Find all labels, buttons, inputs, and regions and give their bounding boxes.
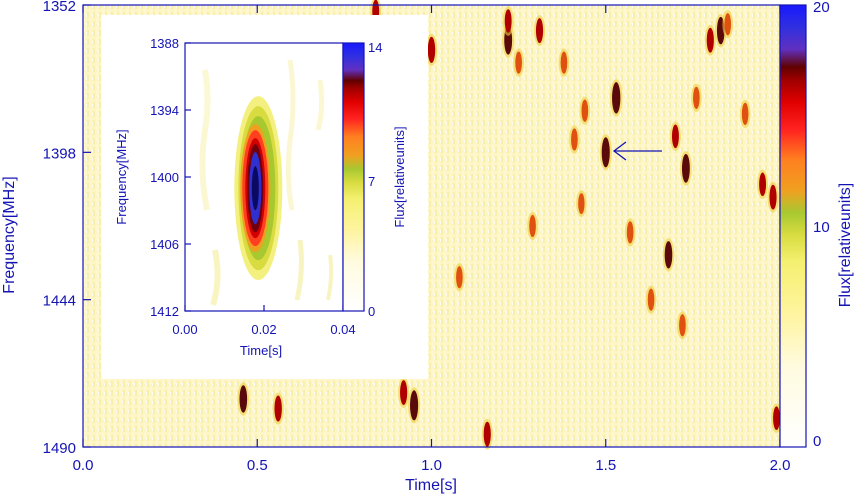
annotation-arrow [612,141,662,161]
pulse-mark [662,238,675,272]
pulse-mark [624,218,636,247]
pulse-mark [579,96,591,125]
pulse-mark [771,403,782,433]
colorbar-tick-mid: 10 [813,219,830,236]
inset-x-axis-label: Time[s] [240,343,282,358]
pulse-mark [767,181,779,213]
main-pulses-layer [237,0,782,450]
pulse-mark [722,10,734,39]
pulse-mark [502,6,514,36]
colorbar-label: Flux[relativeunits] [837,183,854,308]
inset-colorbar-scale [343,43,364,311]
pulse-mark [757,169,769,200]
pulse-mark [527,211,538,241]
y-tick-label: 1352 [43,0,76,15]
main-colorbar: 20 10 0 Flux[relativeunits] [779,0,854,450]
inset-x-tick-label: 0.02 [251,322,276,337]
pulse-mark [513,48,524,77]
pulse-mark [704,24,716,56]
inset-y-tick-label: 1388 [150,36,179,51]
pulse-mark [408,387,421,424]
inset-ticks: 0.00 0.02 0.04 1388 1394 1400 1406 1412 [150,36,356,337]
y-tick-label: 1490 [43,440,76,457]
pulse-mark [645,285,657,314]
inset-y-tick-label: 1412 [150,304,179,319]
inset-colorbar-tick-mid: 7 [368,174,375,189]
colorbar-scale [780,5,806,447]
inset-pulse-contour [251,166,259,211]
pulse-mark [558,48,570,77]
pulse-mark [533,15,546,47]
pulse-mark [398,377,410,409]
y-tick-label: 1444 [43,293,76,310]
pulse-mark [569,125,580,154]
inset-colorbar-tick-max: 14 [368,40,382,55]
inset-x-tick-label: 0.00 [172,322,197,337]
x-tick-label: 0.0 [73,457,94,474]
inset-x-tick-label: 0.04 [330,322,355,337]
colorbar-tick-min: 0 [813,433,821,450]
pulse-mark [670,121,681,152]
colorbar-frame [779,4,807,448]
pulse-mark [677,311,688,340]
x-axis-label: Time[s] [405,477,457,494]
x-tick-label: 1.0 [421,457,442,474]
pulse-mark [576,190,587,218]
pulse-mark [610,79,623,117]
y-axis-label: Frequency[MHz] [1,176,18,293]
x-tick-label: 0.5 [247,457,268,474]
inset-colorbar-tick-min: 0 [368,304,375,319]
y-tick-label: 1398 [43,145,76,162]
main-ticks: 0.0 0.5 1.0 1.5 2.0 1352 1398 1444 1490 [43,0,791,474]
pulse-mark [425,33,438,66]
x-tick-label: 1.5 [595,457,616,474]
pulse-mark [691,83,702,113]
inset-background-noise [199,59,334,306]
inset-pulse [234,96,283,281]
pulse-mark [237,382,250,416]
x-tick-label: 2.0 [770,457,791,474]
colorbar-tick-max: 20 [813,0,830,16]
pulse-mark [599,134,612,171]
inset-y-tick-label: 1400 [150,170,179,185]
inset-y-tick-label: 1406 [150,237,179,252]
inset-y-tick-label: 1394 [150,103,179,118]
pulse-mark [481,418,493,450]
inset-colorbar-label: Flux[relativeunits] [392,126,407,227]
pulse-mark [679,150,692,186]
inset-spectrogram: 0.00 0.02 0.04 1388 1394 1400 1406 1412 Time[s]… [114,36,407,358]
pulse-mark [272,392,284,425]
inset-colorbar-frame [342,42,365,312]
pulse-mark [739,99,751,129]
inset-y-axis-label: Frequency[MHz] [114,129,129,224]
pulse-mark [454,263,465,292]
